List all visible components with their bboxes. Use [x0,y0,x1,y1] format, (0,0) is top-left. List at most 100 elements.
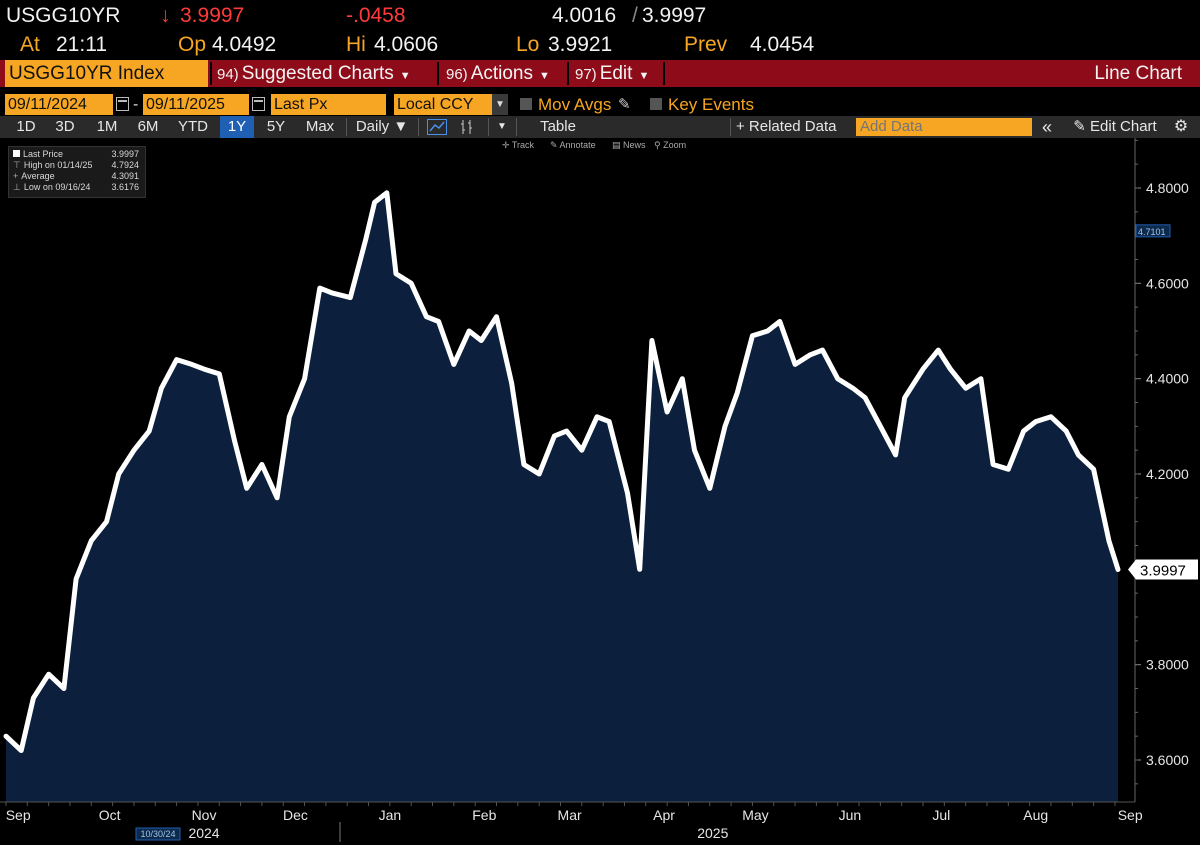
divider [730,118,731,136]
y-tick-label: 4.8000 [1146,180,1189,196]
last-value-tag [1128,559,1198,580]
low-price: 3.9921 [548,33,613,56]
menu-number: 97) [575,66,597,83]
quote-time: 21:11 [56,33,107,56]
x-tick-label: Sep [6,807,31,823]
chart-legend: Last Price 3.9997 ⊤ High on 01/14/25 4.79… [8,146,146,198]
y-tick-label: 4.6000 [1146,275,1189,291]
divider [663,62,665,85]
bid-ask-separator: / [632,4,638,27]
legend-label: Last Price [23,149,64,159]
legend-last-price: Last Price [13,149,63,159]
menu-label: Suggested Charts [241,63,394,84]
net-change: -.0458 [346,4,406,27]
divider [488,118,489,136]
last-price: 3.9997 [180,4,245,27]
zoom-tool[interactable]: ⚲ Zoom [654,140,687,150]
frequency-select[interactable]: Daily ▼ [355,118,409,135]
date-range-dash: - [133,96,139,113]
prev-price: 4.0454 [750,33,815,56]
period-1m-button[interactable]: 1M [96,118,118,135]
low-marker-icon: ⊥ [13,182,21,192]
bar-chart-icon[interactable] [454,116,480,138]
period-max-button[interactable]: Max [305,118,335,135]
edit-chart-button[interactable]: ✎ Edit Chart [1062,116,1168,138]
price-field-select[interactable]: Last Px [271,94,386,115]
x-tick-label: Oct [99,807,121,823]
actions-menu[interactable]: 96) Actions ▼ [446,60,550,87]
add-data-input[interactable] [856,118,1032,136]
period-6m-button[interactable]: 6M [137,118,159,135]
start-date-field[interactable]: 09/11/2024 [5,94,113,115]
open-label: Op [178,33,207,56]
end-date-field[interactable]: 09/11/2025 [143,94,249,115]
price-line [3,190,1121,753]
line-chart-icon-graphic [427,119,447,135]
legend-value: 3.6176 [111,182,139,192]
track-tool[interactable]: ✛ Track [502,140,535,150]
gear-icon[interactable]: ⚙ [1173,118,1189,135]
news-tool[interactable]: ▤ News [612,140,646,150]
menu-number: 94) [217,66,239,83]
legend-swatch [13,150,20,157]
calendar-icon[interactable] [252,97,265,111]
annotate-tool[interactable]: ✎ Annotate [550,140,596,150]
prev-label: Prev [684,33,728,56]
chevron-down-icon[interactable]: ▼ [497,121,507,132]
x-tick-label: Nov [192,807,217,823]
period-ytd-button[interactable]: YTD [178,118,208,135]
ticker: USGG10YR [6,4,121,27]
high-marker-icon: ⊤ [13,160,21,170]
ask-price: 3.9997 [642,4,707,27]
calendar-icon[interactable] [116,97,129,111]
menu-label: Actions [470,63,533,84]
divider [437,62,439,85]
collapse-icon[interactable]: « [1041,117,1052,137]
y-tick-label: 4.2000 [1146,466,1189,482]
time-label: At [20,33,40,56]
zoom-label: Zoom [663,140,687,150]
mov-avgs-label: Mov Avgs [538,95,612,114]
chart-settings-row: 09/11/2024 - 09/11/2025 Last Px Local CC… [0,94,1200,116]
x-tick-label: Dec [283,807,308,823]
divider [346,118,347,136]
period-1y-button[interactable]: 1Y [220,116,254,138]
line-chart-icon[interactable] [424,116,450,138]
legend-high: ⊤ High on 01/14/25 [13,160,92,170]
currency-select[interactable]: Local CCY [394,94,492,115]
track-label: Track [511,140,535,150]
last-value-label: 3.9997 [1140,562,1186,579]
legend-value: 4.3091 [111,171,139,181]
security-field[interactable]: USGG10YR Index [5,60,208,87]
open-price: 4.0492 [212,33,277,56]
x-tick-label: Apr [653,807,675,823]
annotate-label: Annotate [559,140,596,150]
suggested-charts-menu[interactable]: 94) Suggested Charts ▼ [217,60,411,87]
low-label: Lo [516,33,540,56]
cursor-date-box [135,827,181,841]
command-bar: USGG10YR Index 94) Suggested Charts ▼ 96) A… [0,60,1200,87]
news-label: News [623,140,646,150]
y-tick-label: 4.4000 [1146,371,1189,387]
x-tick-label: Mar [558,807,582,823]
table-button[interactable]: Table [540,118,576,135]
legend-label: High on 01/14/25 [23,160,93,170]
chevron-down-icon[interactable]: ▼ [492,94,508,115]
down-arrow-icon: ↓ [160,4,171,27]
edit-menu[interactable]: 97) Edit ▼ [575,60,649,87]
high-price: 4.0606 [374,33,439,56]
y-tick-label: 3.6000 [1146,752,1189,768]
period-1d-button[interactable]: 1D [16,118,36,135]
bid-price: 4.0016 [552,4,617,27]
pencil-icon[interactable]: ✎ [618,96,631,113]
chart-type-label: Line Chart [1094,63,1182,84]
pencil-icon: ✎ [1073,118,1086,135]
legend-label: Average [21,171,55,181]
mov-avgs-checkbox[interactable] [520,98,532,110]
key-events-checkbox[interactable] [650,98,662,110]
related-data-button[interactable]: + Related Data [736,118,837,135]
ref-value-label: 4.7101 [1138,227,1166,237]
period-5y-button[interactable]: 5Y [266,118,286,135]
period-3d-button[interactable]: 3D [55,118,75,135]
price-chart[interactable]: 3.6000 3.8000 4.2000 4.4000 4.6000 4.8000 4.71… [0,138,1200,845]
